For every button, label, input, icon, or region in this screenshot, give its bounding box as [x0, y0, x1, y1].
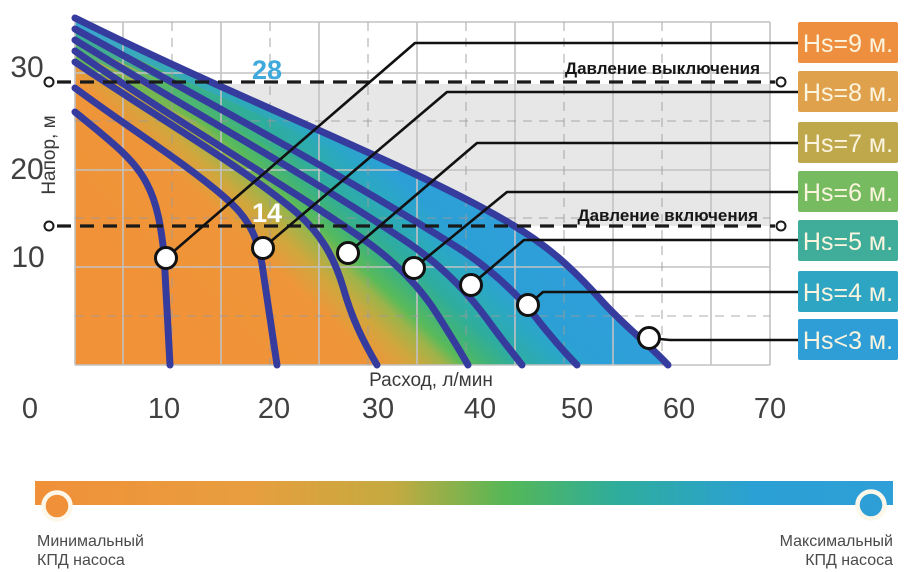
hs-label-box: [798, 71, 898, 112]
line-end-circle: [43, 76, 55, 88]
pump-curve-hs5: [71, 36, 526, 369]
hs-label-box: [798, 122, 898, 163]
hs-label-text: Hs=9 м.: [803, 30, 893, 58]
min-efficiency-marker: [41, 490, 73, 522]
x-tick-40: 40: [464, 393, 496, 425]
x-axis-title: Расход, л/мин: [369, 370, 493, 391]
efficiency-point-hs7: [336, 241, 360, 265]
pump-curves: [71, 14, 672, 369]
cutin-pressure-label: Давление включения: [577, 206, 758, 225]
efficiency-gradient-bar: [35, 481, 893, 505]
cutoff-pressure-label: Давление выключения: [565, 59, 760, 78]
callout-line-hs5: [470, 238, 798, 286]
pump-curve-hs7: [71, 58, 381, 369]
pump-curve-hs8: [71, 84, 281, 369]
line-end-circle: [775, 220, 787, 232]
x-axis: Расход, л/мин 0 10 20 30 40 50 60 70: [22, 370, 786, 425]
cutin-value-label: 14: [252, 198, 282, 228]
y-axis: 30 20 10 Напор, м: [10, 51, 60, 274]
efficiency-point-hs5: [459, 273, 483, 297]
hs-label-text: Hs<3 м.: [803, 327, 893, 355]
hs-label-box: [798, 220, 898, 261]
pump-curve-hs9: [71, 108, 174, 369]
callout-line-hs6: [413, 190, 798, 270]
y-tick-10: 10: [11, 241, 44, 274]
grid-solid-lines: [74, 21, 771, 366]
efficiency-point-hs8: [251, 236, 275, 260]
hs-label-box: [798, 22, 898, 63]
efficiency-point-hs9: [154, 246, 178, 270]
hs-label-text: Hs=5 м.: [803, 228, 893, 256]
hs-label-text: Hs=8 м.: [803, 79, 893, 107]
efficiency-points: [154, 236, 661, 350]
hs-legend: Hs=9 м. Hs=8 м. Hs=7 м. Hs=6 м. Hs=5 м. …: [798, 22, 898, 360]
x-tick-10: 10: [148, 393, 180, 425]
efficiency-point-hs3: [637, 326, 661, 350]
hs-label-text: Hs=6 м.: [803, 179, 893, 207]
x-tick-60: 60: [663, 393, 695, 425]
x-tick-20: 20: [258, 393, 290, 425]
callout-line-hs8: [262, 90, 798, 249]
efficiency-point-hs4: [516, 293, 540, 317]
pump-curve-hs3: [71, 14, 672, 369]
max-efficiency-marker: [855, 489, 887, 521]
line-end-circle: [775, 76, 787, 88]
callout-line-hs9: [165, 41, 798, 259]
line-end-circle: [43, 220, 55, 232]
x-tick-70: 70: [754, 393, 786, 425]
callout-line-hs3: [648, 336, 798, 342]
cutoff-value-label: 28: [252, 55, 282, 85]
hs-label-box: [798, 271, 898, 312]
max-efficiency-label-line1: Максимальный: [780, 533, 893, 550]
efficiency-point-hs6: [402, 256, 426, 280]
min-efficiency-label-line2: КПД насоса: [37, 552, 125, 569]
y-axis-title: Напор, м: [39, 115, 60, 194]
y-tick-30: 30: [10, 51, 43, 84]
hs-label-box: [798, 319, 898, 360]
hs-label-text: Hs=4 м.: [803, 279, 893, 307]
y-tick-20: 20: [10, 153, 43, 186]
min-efficiency-label-line1: Минимальный: [37, 533, 144, 550]
pressure-lines: [43, 76, 787, 232]
pump-curve-hs4: [71, 25, 581, 369]
efficiency-legend: Минимальный КПД насоса Максимальный КПД …: [35, 481, 893, 569]
x-tick-30: 30: [362, 393, 394, 425]
callout-line-hs7: [347, 141, 798, 254]
max-efficiency-label-line2: КПД насоса: [805, 552, 893, 569]
hs-label-box: [798, 171, 898, 212]
x-tick-0: 0: [22, 393, 38, 425]
hs-label-text: Hs=7 м.: [803, 130, 893, 158]
grid-dashed-lines: [75, 22, 770, 365]
x-tick-50: 50: [561, 393, 593, 425]
